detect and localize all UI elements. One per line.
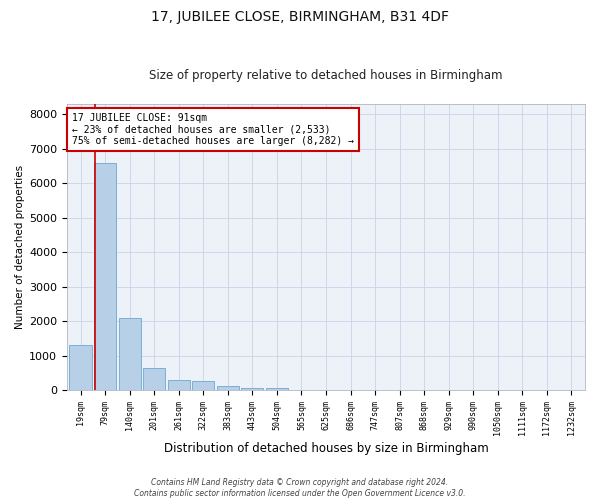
Bar [192, 380, 214, 390]
Bar [70, 346, 92, 391]
X-axis label: Distribution of detached houses by size in Birmingham: Distribution of detached houses by size … [164, 442, 488, 455]
Text: 17, JUBILEE CLOSE, BIRMINGHAM, B31 4DF: 17, JUBILEE CLOSE, BIRMINGHAM, B31 4DF [151, 10, 449, 24]
Bar [119, 318, 140, 390]
Text: 17 JUBILEE CLOSE: 91sqm
← 23% of detached houses are smaller (2,533)
75% of semi: 17 JUBILEE CLOSE: 91sqm ← 23% of detache… [72, 112, 354, 146]
Bar [167, 380, 190, 390]
Text: Contains HM Land Registry data © Crown copyright and database right 2024.
Contai: Contains HM Land Registry data © Crown c… [134, 478, 466, 498]
Bar [241, 388, 263, 390]
Title: Size of property relative to detached houses in Birmingham: Size of property relative to detached ho… [149, 69, 503, 82]
Bar [143, 368, 165, 390]
Y-axis label: Number of detached properties: Number of detached properties [15, 165, 25, 329]
Bar [217, 386, 239, 390]
Bar [266, 388, 288, 390]
Bar [94, 162, 116, 390]
